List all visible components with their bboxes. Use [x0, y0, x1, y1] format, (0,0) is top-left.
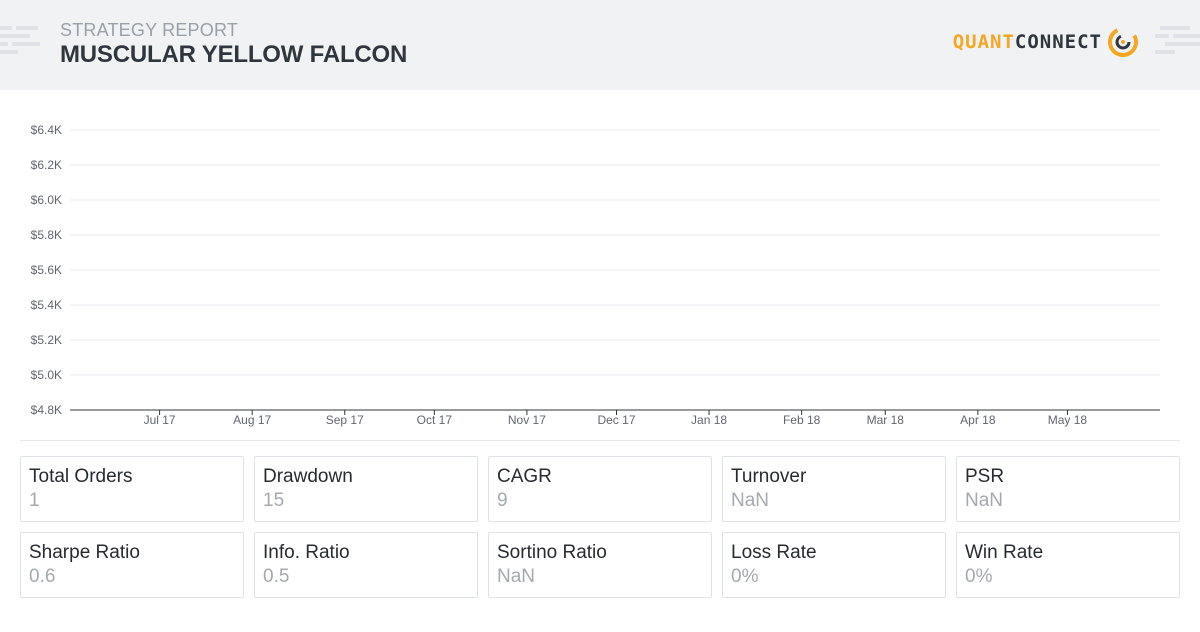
stat-value: 0%	[731, 566, 759, 587]
y-tick-label: $5.2K	[31, 333, 62, 347]
stat-label: Info. Ratio	[263, 542, 350, 563]
stat-value: NaN	[965, 490, 1004, 511]
x-tick-label: Dec 17	[597, 413, 635, 427]
section-divider	[20, 440, 1180, 441]
quantconnect-logo[interactable]: QUANT CONNECT	[953, 24, 1140, 60]
stat-label: Turnover	[731, 466, 807, 487]
statistics-grid: Total Orders 1 Drawdown 15 CAGR 9 Turnover NaN P…	[20, 456, 1180, 598]
stat-label: Total Orders	[29, 466, 133, 487]
y-tick-label: $6.4K	[31, 123, 62, 137]
stat-value: NaN	[731, 490, 770, 511]
y-tick-label: $6.2K	[31, 158, 62, 172]
stat-value: 0.5	[263, 566, 290, 587]
stat-value: 0%	[965, 566, 993, 587]
stat-label: Sortino Ratio	[497, 542, 607, 563]
equity-chart[interactable]: $4.8K $5.0K $5.2K $5.4K $5.6K $5.8K $6.0K $6.2K…	[0, 100, 1200, 440]
y-tick-label: $4.8K	[31, 403, 62, 417]
x-tick-label: Sep 17	[326, 413, 364, 427]
logo-text-quant: QUANT	[952, 31, 1015, 53]
stat-card-info-ratio: Info. Ratio 0.5	[254, 532, 478, 598]
stat-card-win-rate: Win Rate 0%	[956, 532, 1180, 598]
stat-label: Loss Rate	[731, 542, 817, 563]
stat-label: Sharpe Ratio	[29, 542, 140, 563]
x-tick-label: Nov 17	[508, 413, 546, 427]
stat-card-drawdown: Drawdown 15	[254, 456, 478, 522]
stat-value: NaN	[497, 566, 536, 587]
header-decoration-right	[1155, 18, 1200, 68]
x-tick-label: Oct 17	[417, 413, 453, 427]
x-tick-label: Jul 17	[144, 413, 176, 427]
quantconnect-logo-icon	[1108, 27, 1138, 57]
stat-label: CAGR	[497, 466, 552, 487]
stat-card-sharpe-ratio: Sharpe Ratio 0.6	[20, 532, 244, 598]
stat-label: Drawdown	[263, 466, 353, 487]
y-tick-label: $5.8K	[31, 228, 62, 242]
report-title: MUSCULAR YELLOW FALCON	[60, 41, 408, 68]
x-tick-label: Feb 18	[783, 413, 821, 427]
y-tick-label: $5.4K	[31, 298, 62, 312]
stat-value: 9	[497, 490, 508, 511]
stat-card-loss-rate: Loss Rate 0%	[722, 532, 946, 598]
x-tick-label: Jan 18	[691, 413, 727, 427]
stat-value: 0.6	[29, 566, 56, 587]
x-tick-label: Mar 18	[867, 413, 905, 427]
stat-card-total-orders: Total Orders 1	[20, 456, 244, 522]
logo-text-connect: CONNECT	[1014, 31, 1102, 53]
report-header: STRATEGY REPORT MUSCULAR YELLOW FALCON Q…	[0, 0, 1200, 90]
stat-value: 1	[29, 490, 40, 511]
x-tick-label: Aug 17	[233, 413, 271, 427]
stat-label: PSR	[965, 466, 1005, 487]
x-tick-label: May 18	[1048, 413, 1088, 427]
y-tick-label: $6.0K	[31, 193, 62, 207]
x-tick-label: Apr 18	[960, 413, 996, 427]
stat-card-sortino-ratio: Sortino Ratio NaN	[488, 532, 712, 598]
stat-value: 15	[263, 490, 285, 511]
header-decoration-left	[0, 18, 45, 68]
stat-card-psr: PSR NaN	[956, 456, 1180, 522]
stat-card-cagr: CAGR 9	[488, 456, 712, 522]
y-tick-label: $5.6K	[31, 263, 62, 277]
y-tick-label: $5.0K	[31, 368, 62, 382]
stat-label: Win Rate	[965, 542, 1044, 563]
stat-card-turnover: Turnover NaN	[722, 456, 946, 522]
report-label: STRATEGY REPORT	[60, 20, 239, 40]
